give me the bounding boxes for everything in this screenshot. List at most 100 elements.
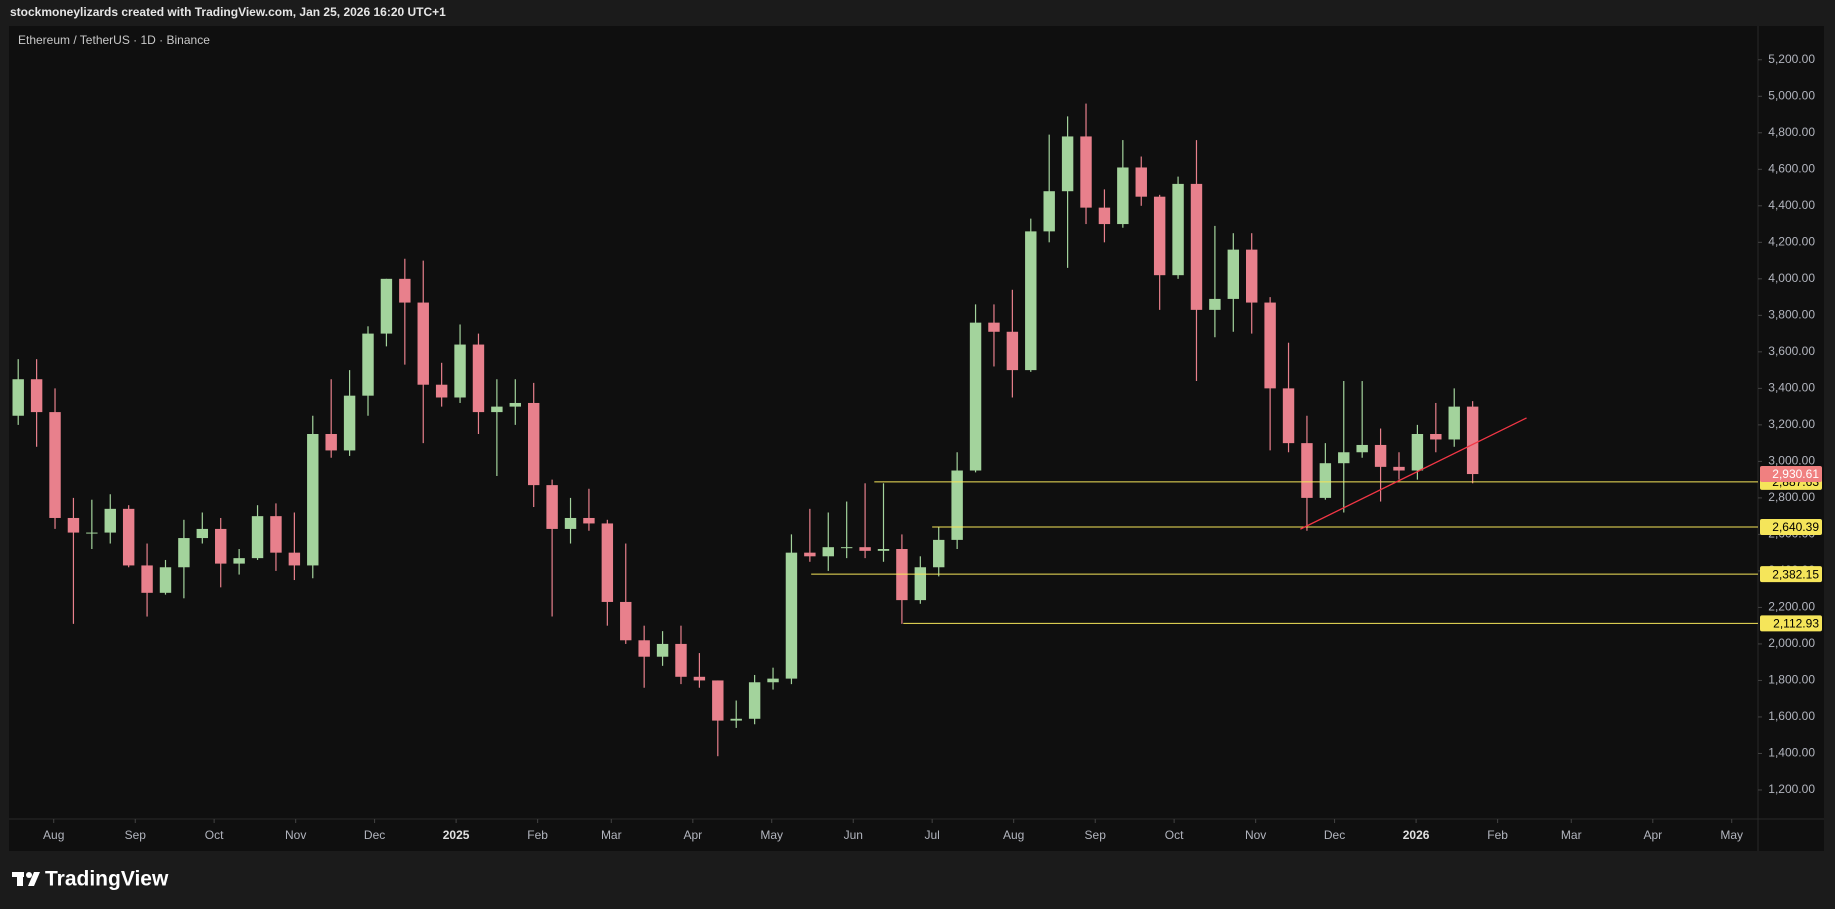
candle-body bbox=[1282, 388, 1295, 444]
y-tick-label: 2,800.00 bbox=[1768, 490, 1815, 504]
x-tick-label: Feb bbox=[527, 828, 548, 842]
candle-body bbox=[1172, 183, 1184, 276]
candle-body bbox=[988, 322, 1000, 332]
candle-body bbox=[638, 640, 650, 657]
candle-body bbox=[49, 412, 61, 518]
candle-body bbox=[1356, 444, 1368, 453]
candle-body bbox=[270, 516, 282, 553]
y-tick-label: 4,400.00 bbox=[1768, 198, 1815, 212]
y-tick-label: 1,400.00 bbox=[1768, 746, 1815, 760]
candle-body bbox=[712, 680, 724, 721]
logo: TradingView bbox=[12, 868, 169, 891]
candle-body bbox=[1264, 302, 1276, 389]
y-tick-label: 5,200.00 bbox=[1768, 52, 1815, 66]
y-tick-label: 5,000.00 bbox=[1768, 88, 1815, 102]
y-tick-label: 3,800.00 bbox=[1768, 308, 1815, 322]
x-tick-label: 2026 bbox=[1403, 828, 1430, 842]
candle-body bbox=[159, 567, 172, 593]
candle-body bbox=[491, 406, 503, 413]
logo-icon bbox=[17, 872, 23, 886]
candle-body bbox=[380, 278, 393, 334]
candle-body bbox=[417, 302, 429, 385]
candle-body bbox=[1374, 444, 1387, 467]
logo-icon bbox=[26, 872, 32, 878]
y-tick-label: 3,000.00 bbox=[1768, 454, 1815, 468]
candle-body bbox=[122, 508, 135, 566]
candle-body bbox=[1338, 452, 1350, 464]
candle-body bbox=[215, 528, 227, 564]
candle-body bbox=[969, 322, 982, 471]
x-tick-label: Apr bbox=[1643, 828, 1662, 842]
candle-body bbox=[30, 379, 43, 413]
candle-body bbox=[1025, 231, 1037, 371]
candle-body bbox=[804, 552, 816, 557]
y-tick-label: 1,600.00 bbox=[1768, 709, 1815, 723]
candle-body bbox=[86, 532, 98, 534]
candle-body bbox=[675, 643, 687, 677]
candle-body bbox=[1246, 249, 1258, 303]
x-tick-label: Aug bbox=[43, 828, 64, 842]
last-price-label: 2,930.61 bbox=[1772, 467, 1819, 481]
candle-body bbox=[1301, 443, 1313, 498]
candle-body bbox=[1411, 434, 1424, 471]
candle-body bbox=[730, 718, 742, 721]
y-tick-label: 4,600.00 bbox=[1768, 161, 1815, 175]
candle-body bbox=[1190, 183, 1203, 310]
candle-body bbox=[951, 470, 963, 540]
candle-body bbox=[546, 485, 558, 529]
trendline bbox=[1300, 417, 1527, 530]
level-label-box bbox=[1760, 519, 1822, 536]
y-tick-label: 4,800.00 bbox=[1768, 125, 1815, 139]
candle-body bbox=[1393, 466, 1405, 471]
candle-body bbox=[693, 676, 706, 681]
candle-body bbox=[1209, 298, 1221, 310]
candle-body bbox=[767, 678, 779, 683]
y-tick-label: 2,200.00 bbox=[1768, 600, 1815, 614]
candle-body bbox=[12, 379, 24, 416]
candle-body bbox=[399, 278, 411, 303]
level-label-box bbox=[1760, 566, 1822, 583]
candle-body bbox=[1319, 463, 1332, 498]
x-tick-label: Feb bbox=[1487, 828, 1508, 842]
candle-body bbox=[656, 643, 669, 657]
candle-body bbox=[840, 547, 853, 549]
x-tick-label: Jun bbox=[844, 828, 863, 842]
candle-body bbox=[307, 434, 319, 566]
candle-body bbox=[527, 402, 540, 486]
candle-body bbox=[343, 395, 356, 451]
candle-body bbox=[1227, 249, 1240, 299]
x-tick-label: Aug bbox=[1003, 828, 1024, 842]
y-tick-label: 3,600.00 bbox=[1768, 344, 1815, 358]
x-tick-label: May bbox=[760, 828, 783, 842]
header: stockmoneylizards created with TradingVi… bbox=[10, 5, 446, 19]
y-tick-label: 4,200.00 bbox=[1768, 234, 1815, 248]
x-tick-label: Apr bbox=[683, 828, 702, 842]
level-label: 2,112.93 bbox=[1773, 616, 1819, 630]
x-tick-label: May bbox=[1720, 828, 1743, 842]
candle-body bbox=[141, 565, 153, 593]
candle-body bbox=[1117, 167, 1129, 225]
candle-body bbox=[67, 517, 80, 533]
candle-body bbox=[1080, 136, 1092, 208]
candle-body bbox=[251, 516, 264, 559]
y-tick-label: 1,800.00 bbox=[1768, 673, 1815, 687]
candle-body bbox=[601, 523, 614, 602]
candle-body bbox=[1153, 196, 1166, 276]
y-tick-label: 3,400.00 bbox=[1768, 381, 1815, 395]
candle-body bbox=[362, 333, 374, 396]
x-tick-label: Sep bbox=[1085, 828, 1107, 842]
x-tick-label: Nov bbox=[285, 828, 306, 842]
level-label: 2,640.39 bbox=[1772, 520, 1819, 534]
candle-body bbox=[1135, 167, 1147, 197]
candle-body bbox=[583, 517, 595, 524]
candle-body bbox=[472, 344, 485, 413]
candle-body bbox=[454, 344, 466, 398]
candle-body bbox=[859, 547, 871, 551]
x-tick-label: Mar bbox=[1561, 828, 1582, 842]
y-tick-label: 3,200.00 bbox=[1768, 417, 1815, 431]
candle-body bbox=[178, 538, 190, 568]
candles bbox=[12, 103, 1479, 757]
candle-body bbox=[196, 528, 209, 539]
